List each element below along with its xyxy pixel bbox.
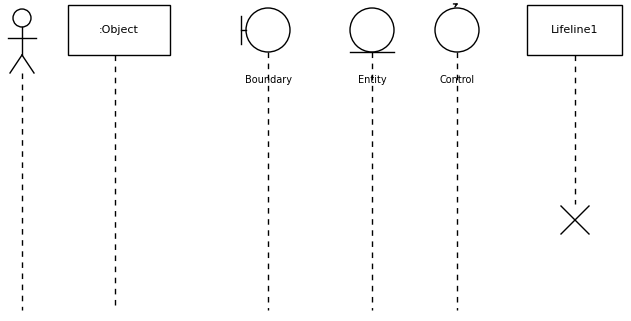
Text: :Object: :Object xyxy=(99,25,139,35)
Text: Lifeline1: Lifeline1 xyxy=(551,25,598,35)
Bar xyxy=(527,5,622,55)
Text: Boundary: Boundary xyxy=(244,75,292,85)
Bar xyxy=(68,5,170,55)
Text: Control: Control xyxy=(439,75,475,85)
Text: Entity: Entity xyxy=(358,75,386,85)
